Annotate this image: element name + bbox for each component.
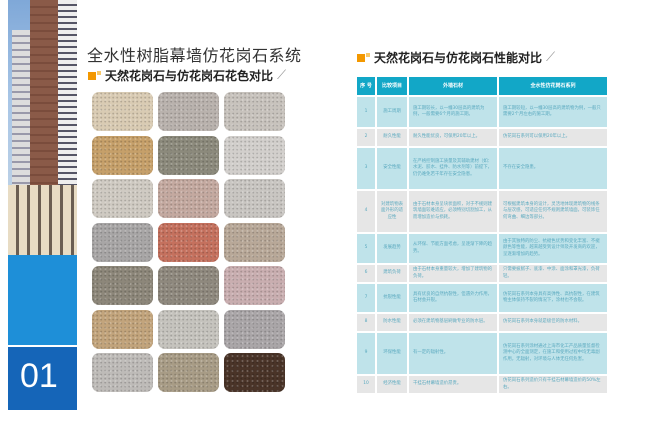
- granite-swatch: [224, 266, 285, 305]
- table-row: 3 安全性能 在严格控制施工质量及其辅助建材（如：水泥、胶水、挂件、防水剂等）前提下…: [357, 148, 607, 189]
- granite-swatch: [224, 223, 285, 262]
- performance-comparison-heading: 天然花岗石与仿花岗石性能对比 ⟋: [357, 49, 555, 66]
- granite-swatch: [92, 353, 153, 392]
- granite-swatch: [224, 92, 285, 131]
- table-cell: 发展趋势: [377, 234, 407, 263]
- table-cell: 仿花岗石系列本身具有高弹性、高抗裂性，在建筑物主体保持不裂的情况下，涂材也不会裂…: [499, 284, 607, 312]
- bullet-icon: [357, 53, 365, 62]
- granite-swatch: [158, 223, 219, 262]
- table-cell: 环保性能: [377, 333, 407, 374]
- table-cell: 干挂石材幕墙造价昂贵。: [409, 376, 497, 393]
- table-cell: 耐久性能: [377, 129, 407, 146]
- page-number-panel: [8, 345, 77, 410]
- table-cell: 4: [357, 191, 375, 232]
- table-cell: 由于石材本身重量较大，增加了建筑物的负荷。: [409, 265, 497, 282]
- table-row: 5 发展趋势 从环保、节能方面考虑，呈逐渐下降的趋势。 由于其独特的防尘、抗褪色优势和…: [357, 234, 607, 263]
- table-cell: 10: [357, 376, 375, 393]
- table-row: 2 耐久性能 耐久性能优良，可保用20年以上。 仿花岗石系列可以保用20年以上。: [357, 129, 607, 146]
- page-title: 全水性树脂幕墙仿花岗石系统: [87, 46, 302, 65]
- table-row: 4 对建筑物表面外形的适应性 由于石材本身呈块状面积，对于不规则建筑墙面较难适应，必…: [357, 191, 607, 232]
- table-cell: 2: [357, 129, 375, 146]
- table-cell: 只需要披腻子、底漆、中涂、面涂和罩光漆，负荷轻。: [499, 265, 607, 282]
- comparison-table: 序 号比较项目 外墙石材 全水性仿花岗石系列 1 施工周期 施工期较长，以一幢30层高的…: [355, 75, 609, 395]
- granite-swatch: [92, 92, 153, 131]
- granite-swatch: [224, 310, 285, 349]
- table-cell: 耐久性能优良，可保用20年以上。: [409, 129, 497, 146]
- granite-swatch: [158, 179, 219, 218]
- granite-swatch: [224, 353, 285, 392]
- arrow-icon: ⟋: [546, 50, 556, 65]
- table-cell: 防水性能: [377, 314, 407, 331]
- table-cell: 1: [357, 97, 375, 127]
- granite-swatch: [92, 310, 153, 349]
- table-row: 8 防水性能 必须在建筑物基层刷做专业的防水层。 仿花岗石系列本身就是极佳的防水材料。: [357, 314, 607, 331]
- table-cell: 3: [357, 148, 375, 189]
- column-header: 序 号: [357, 77, 375, 95]
- granite-swatch: [224, 136, 285, 175]
- bullet-icon: [88, 71, 96, 80]
- table-cell: 仿花岗石系列可以保用20年以上。: [499, 129, 607, 146]
- building-photo: [8, 0, 77, 255]
- table-cell: 7: [357, 284, 375, 312]
- building-base: [8, 185, 77, 255]
- granite-swatch: [92, 136, 153, 175]
- color-comparison-heading: 天然花岗石与仿花岗石花色对比 ⟋: [88, 67, 286, 84]
- building-windows: [58, 0, 77, 190]
- table-cell: 仿花岗石系列涂材通过上海市化工产品质量监督检测中心的全面测定，在施工和使用过程中…: [499, 333, 607, 374]
- table-cell: 5: [357, 234, 375, 263]
- table-cell: 仿花岗石系列本身就是极佳的防水材料。: [499, 314, 607, 331]
- table-cell: 经济性能: [377, 376, 407, 393]
- table-cell: 抗裂性能: [377, 284, 407, 312]
- bullet-dot-icon: [366, 52, 370, 57]
- table-cell: 安全性能: [377, 148, 407, 189]
- table-cell: 在严格控制施工质量及其辅助建材（如：水泥、胶水、挂件、防水剂等）前提下，仍仍难免…: [409, 148, 497, 189]
- table-cell: 对建筑物表面外形的适应性: [377, 191, 407, 232]
- column-header: 全水性仿花岗石系列: [499, 77, 607, 95]
- granite-swatch: [158, 92, 219, 131]
- page-number-block: 01: [8, 255, 77, 410]
- table-cell: 6: [357, 265, 375, 282]
- arrow-icon: ⟋: [277, 68, 287, 83]
- granite-swatch: [92, 223, 153, 262]
- bullet-dot-icon: [97, 70, 101, 75]
- table-cell: 由于其独特的防尘、抗褪色优势和变化丰富、不褪颜色等性能，越来越受到设计师及开发商…: [499, 234, 607, 263]
- table-cell: 8: [357, 314, 375, 331]
- column-header: 外墙石材: [409, 77, 497, 95]
- table-cell: 具有优良的自然抗裂性，但遇外力作用，石材会开裂。: [409, 284, 497, 312]
- granite-swatch: [92, 179, 153, 218]
- table-row: 9 环保性能 有一定的辐射性。 仿花岗石系列涂材通过上海市化工产品质量监督检测中心的全…: [357, 333, 607, 374]
- table-cell: 可根据建筑本身的设计，灵活地体现建筑物的线条与层次感，可适应任何不规则建筑墙面，…: [499, 191, 607, 232]
- building-wing: [12, 30, 32, 190]
- table-cell: 有一定的辐射性。: [409, 333, 497, 374]
- table-row: 1 施工周期 施工期较长，以一幢30层高的建筑为例，一般需要6个月的施工期。 施工期较…: [357, 97, 607, 127]
- granite-swatch: [92, 266, 153, 305]
- granite-swatch: [158, 266, 219, 305]
- page-number: 01: [20, 357, 58, 395]
- granite-swatch: [158, 310, 219, 349]
- table-row: 7 抗裂性能 具有优良的自然抗裂性，但遇外力作用，石材会开裂。 仿花岗石系列本身具有高…: [357, 284, 607, 312]
- table-cell: 由于石材本身呈块状面积，对于不规则建筑墙面较难适应，必须特别切割加工，从而增加造…: [409, 191, 497, 232]
- table-cell: 必须在建筑物基层刷做专业的防水层。: [409, 314, 497, 331]
- granite-swatch: [158, 136, 219, 175]
- table-cell: 9: [357, 333, 375, 374]
- granite-swatch: [158, 353, 219, 392]
- table-cell: 不存在安全隐患。: [499, 148, 607, 189]
- table-row: 6 建筑负荷 由于石材本身重量较大，增加了建筑物的负荷。 只需要披腻子、底漆、中涂、面…: [357, 265, 607, 282]
- performance-comparison-title: 天然花岗石与仿花岗石性能对比: [374, 51, 543, 65]
- table-cell: 仿花岗石系列造价只有干挂石材幕墙造价的50%左右。: [499, 376, 607, 393]
- table-row: 10 经济性能 干挂石材幕墙造价昂贵。 仿花岗石系列造价只有干挂石材幕墙造价的50%左…: [357, 376, 607, 393]
- column-header: 比较项目: [377, 77, 407, 95]
- granite-swatch: [224, 179, 285, 218]
- color-comparison-title: 天然花岗石与仿花岗石花色对比: [105, 69, 274, 83]
- table-cell: 施工期较短，以一幢30层高的建筑物为例，一般只需要2个月左右的施工期。: [499, 97, 607, 127]
- table-cell: 建筑负荷: [377, 265, 407, 282]
- table-cell: 施工期较长，以一幢30层高的建筑为例，一般需要6个月的施工期。: [409, 97, 497, 127]
- table-cell: 从环保、节能方面考虑，呈逐渐下降的趋势。: [409, 234, 497, 263]
- table-cell: 施工周期: [377, 97, 407, 127]
